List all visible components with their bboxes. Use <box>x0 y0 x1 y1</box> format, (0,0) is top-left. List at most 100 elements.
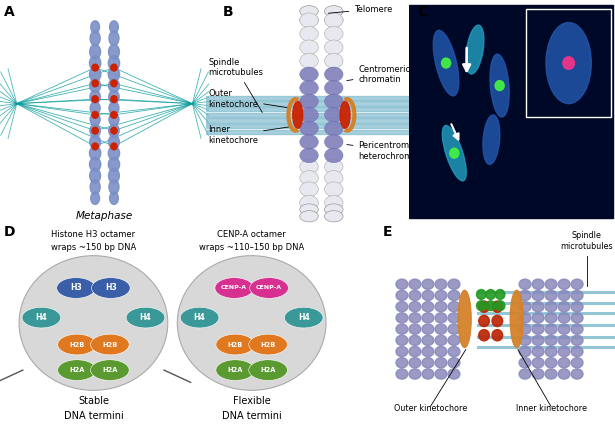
Circle shape <box>396 335 408 346</box>
Circle shape <box>92 127 98 134</box>
Ellipse shape <box>90 56 101 71</box>
Ellipse shape <box>177 256 326 390</box>
Circle shape <box>435 358 447 368</box>
Ellipse shape <box>492 301 502 312</box>
Circle shape <box>126 307 165 328</box>
Circle shape <box>545 313 557 323</box>
Ellipse shape <box>478 315 490 326</box>
Circle shape <box>545 279 557 289</box>
Circle shape <box>435 346 447 357</box>
Circle shape <box>558 279 570 289</box>
Circle shape <box>409 290 421 300</box>
Ellipse shape <box>325 26 343 41</box>
Text: H3: H3 <box>105 283 117 292</box>
Text: H4: H4 <box>298 313 309 322</box>
Bar <box>526 9 611 117</box>
Ellipse shape <box>546 23 591 104</box>
Ellipse shape <box>496 289 505 299</box>
Ellipse shape <box>325 159 343 174</box>
Circle shape <box>532 335 544 346</box>
Ellipse shape <box>492 330 502 341</box>
Ellipse shape <box>300 67 319 82</box>
Ellipse shape <box>90 102 100 114</box>
Ellipse shape <box>325 40 343 55</box>
Ellipse shape <box>492 315 502 326</box>
Circle shape <box>545 335 557 346</box>
Circle shape <box>92 111 98 118</box>
Text: CENP-A octamer: CENP-A octamer <box>217 230 286 239</box>
Circle shape <box>558 358 570 368</box>
Text: Outer kinetochore: Outer kinetochore <box>394 404 467 413</box>
Ellipse shape <box>325 182 343 196</box>
Circle shape <box>409 358 421 368</box>
Circle shape <box>563 57 574 69</box>
Circle shape <box>215 278 253 298</box>
Ellipse shape <box>300 135 319 149</box>
Ellipse shape <box>300 159 319 174</box>
Ellipse shape <box>108 56 119 71</box>
Text: C: C <box>417 5 427 19</box>
Ellipse shape <box>300 40 319 55</box>
Circle shape <box>435 279 447 289</box>
Circle shape <box>409 302 421 312</box>
Circle shape <box>558 369 570 379</box>
Text: H2A: H2A <box>102 367 117 373</box>
Ellipse shape <box>325 108 343 122</box>
Ellipse shape <box>109 21 118 33</box>
Circle shape <box>111 143 117 150</box>
Circle shape <box>92 96 98 102</box>
Circle shape <box>571 313 583 323</box>
Circle shape <box>58 334 97 355</box>
Circle shape <box>57 278 95 298</box>
Text: E: E <box>383 225 392 239</box>
Bar <box>206 130 412 134</box>
Circle shape <box>435 369 447 379</box>
Circle shape <box>519 324 531 334</box>
Text: Spindle
microtubules: Spindle microtubules <box>208 58 263 113</box>
Circle shape <box>435 290 447 300</box>
Text: H4: H4 <box>140 313 151 322</box>
Circle shape <box>545 324 557 334</box>
Circle shape <box>250 278 288 298</box>
Circle shape <box>396 302 408 312</box>
Circle shape <box>519 358 531 368</box>
Circle shape <box>545 346 557 357</box>
Text: Histone H3 octamer: Histone H3 octamer <box>52 230 135 239</box>
Ellipse shape <box>325 204 343 215</box>
Ellipse shape <box>109 124 119 137</box>
Ellipse shape <box>300 182 319 196</box>
Circle shape <box>435 324 447 334</box>
Ellipse shape <box>325 211 343 222</box>
Ellipse shape <box>325 196 343 210</box>
Circle shape <box>409 313 421 323</box>
Ellipse shape <box>300 13 319 28</box>
Ellipse shape <box>109 31 119 45</box>
Circle shape <box>92 278 130 298</box>
Ellipse shape <box>90 113 100 126</box>
Circle shape <box>448 290 460 300</box>
Circle shape <box>545 369 557 379</box>
Circle shape <box>448 313 460 323</box>
Text: DNA termini: DNA termini <box>63 411 123 421</box>
Circle shape <box>409 324 421 334</box>
Circle shape <box>519 346 531 357</box>
Ellipse shape <box>442 125 466 181</box>
Bar <box>206 96 412 100</box>
Circle shape <box>558 290 570 300</box>
Bar <box>206 124 412 128</box>
Text: H2B: H2B <box>261 342 276 348</box>
Circle shape <box>495 81 504 91</box>
Circle shape <box>571 324 583 334</box>
Circle shape <box>422 335 434 346</box>
Text: H2B: H2B <box>69 342 85 348</box>
Circle shape <box>519 335 531 346</box>
Bar <box>206 107 412 111</box>
Circle shape <box>558 346 570 357</box>
Circle shape <box>545 302 557 312</box>
Ellipse shape <box>325 13 343 28</box>
Ellipse shape <box>90 124 100 137</box>
Circle shape <box>519 302 531 312</box>
Text: H2A: H2A <box>260 367 276 373</box>
Text: Centromeric
chromatin: Centromeric chromatin <box>347 65 411 84</box>
Ellipse shape <box>108 146 119 160</box>
